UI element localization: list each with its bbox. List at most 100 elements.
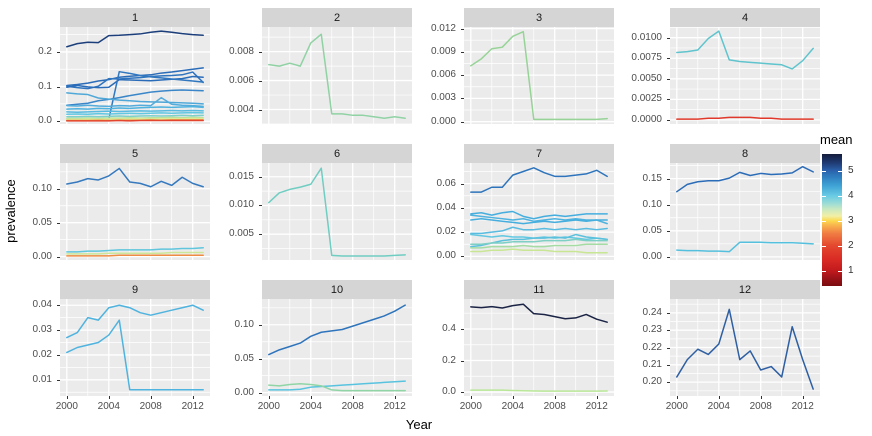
series-line bbox=[470, 389, 608, 392]
series-line bbox=[66, 254, 204, 257]
x-tick-label: 2000 bbox=[459, 401, 482, 412]
y-tick-mark bbox=[667, 364, 670, 366]
series-line bbox=[66, 71, 204, 90]
x-tick-mark bbox=[760, 396, 762, 399]
y-tick-mark bbox=[57, 330, 60, 332]
x-tick-mark bbox=[108, 396, 110, 399]
series-line bbox=[676, 116, 814, 120]
y-tick-label: 0.0 bbox=[38, 115, 52, 127]
legend-tick-mark bbox=[822, 170, 826, 172]
y-tick-mark bbox=[667, 256, 670, 258]
y-tick-mark bbox=[57, 354, 60, 356]
y-tick-mark bbox=[667, 119, 670, 121]
y-tick-mark bbox=[461, 75, 464, 77]
series-line bbox=[268, 167, 406, 257]
series-line bbox=[470, 214, 608, 225]
series-line bbox=[470, 303, 608, 323]
facet-panel bbox=[464, 163, 614, 260]
y-tick-mark bbox=[259, 205, 262, 207]
series-line bbox=[470, 243, 608, 249]
series-line bbox=[66, 304, 204, 339]
series-line bbox=[676, 241, 814, 253]
facet-plot-area bbox=[60, 299, 210, 396]
facet-panel bbox=[464, 27, 614, 124]
y-tick-label: 0.05 bbox=[32, 216, 52, 228]
series-line bbox=[66, 92, 204, 105]
y-tick-label: 0.10 bbox=[234, 318, 254, 330]
facet-plot-area bbox=[464, 27, 614, 124]
y-tick-mark bbox=[667, 78, 670, 80]
y-tick-mark bbox=[259, 109, 262, 111]
legend-tick-label: 1 bbox=[848, 264, 854, 276]
y-tick-label: 0.0075 bbox=[631, 52, 662, 64]
series-line bbox=[470, 226, 608, 235]
x-tick-mark bbox=[470, 396, 472, 399]
y-tick-label: 0.0050 bbox=[631, 72, 662, 84]
x-tick-mark bbox=[66, 396, 68, 399]
facet-plot-area bbox=[262, 163, 412, 260]
series-line bbox=[66, 247, 204, 253]
x-tick-mark bbox=[268, 396, 270, 399]
y-tick-mark bbox=[57, 379, 60, 381]
x-tick-mark bbox=[554, 396, 556, 399]
facet-strip: 2 bbox=[262, 8, 412, 27]
y-tick-label: 0.04 bbox=[32, 299, 52, 311]
facet-strip-label: 8 bbox=[741, 147, 749, 160]
y-tick-label: 0.008 bbox=[228, 45, 254, 57]
legend-title: mean bbox=[820, 132, 853, 147]
facet-panel bbox=[60, 27, 210, 124]
series-line bbox=[676, 308, 814, 390]
x-tick-label: 2008 bbox=[543, 401, 566, 412]
legend-tick-mark bbox=[822, 270, 826, 272]
facet-strip-label: 10 bbox=[330, 283, 344, 296]
series-line bbox=[470, 167, 608, 193]
y-tick-mark bbox=[461, 256, 464, 258]
y-tick-label: 0.02 bbox=[436, 226, 456, 238]
y-tick-mark bbox=[667, 37, 670, 39]
y-tick-mark bbox=[461, 51, 464, 53]
x-tick-label: 2012 bbox=[383, 401, 406, 412]
legend-tick-mark bbox=[822, 195, 826, 197]
y-axis-title: prevalence bbox=[3, 179, 18, 243]
y-tick-label: 0.10 bbox=[32, 182, 52, 194]
facet-strip: 1 bbox=[60, 8, 210, 27]
series-line bbox=[66, 114, 204, 118]
legend-tick-label: 4 bbox=[848, 189, 854, 201]
y-tick-label: 0.00 bbox=[642, 250, 662, 262]
y-tick-label: 0.4 bbox=[442, 322, 456, 334]
facet-panel bbox=[60, 299, 210, 396]
y-tick-label: 0.01 bbox=[32, 373, 52, 385]
legend-tick-mark bbox=[838, 270, 842, 272]
y-tick-label: 0.10 bbox=[642, 198, 662, 210]
y-tick-mark bbox=[259, 51, 262, 53]
x-tick-mark bbox=[310, 396, 312, 399]
y-tick-mark bbox=[461, 232, 464, 234]
facet-strip-label: 6 bbox=[333, 147, 341, 160]
y-tick-mark bbox=[259, 234, 262, 236]
x-tick-label: 2004 bbox=[501, 401, 524, 412]
series-line bbox=[66, 116, 204, 120]
series-line bbox=[470, 238, 608, 245]
y-tick-mark bbox=[461, 328, 464, 330]
series-line bbox=[66, 111, 204, 116]
y-tick-label: 0.00 bbox=[32, 250, 52, 262]
y-tick-label: 0.21 bbox=[642, 358, 662, 370]
x-tick-mark bbox=[512, 396, 514, 399]
x-tick-label: 2008 bbox=[139, 401, 162, 412]
facet-strip-label: 9 bbox=[131, 283, 139, 296]
series-line bbox=[66, 117, 204, 121]
y-tick-label: 0.20 bbox=[642, 376, 662, 388]
legend-tick-label: 2 bbox=[848, 239, 854, 251]
y-tick-mark bbox=[57, 188, 60, 190]
series-line bbox=[66, 96, 204, 108]
series-line bbox=[268, 304, 406, 356]
facet-panel bbox=[262, 299, 412, 396]
series-line bbox=[66, 30, 204, 48]
facet-strip-label: 1 bbox=[131, 11, 139, 24]
y-tick-label: 0.00 bbox=[234, 386, 254, 398]
y-tick-mark bbox=[667, 347, 670, 349]
legend-tick-label: 5 bbox=[848, 164, 854, 176]
x-tick-mark bbox=[150, 396, 152, 399]
y-tick-label: 0.2 bbox=[442, 354, 456, 366]
y-tick-label: 0.0000 bbox=[631, 113, 662, 125]
